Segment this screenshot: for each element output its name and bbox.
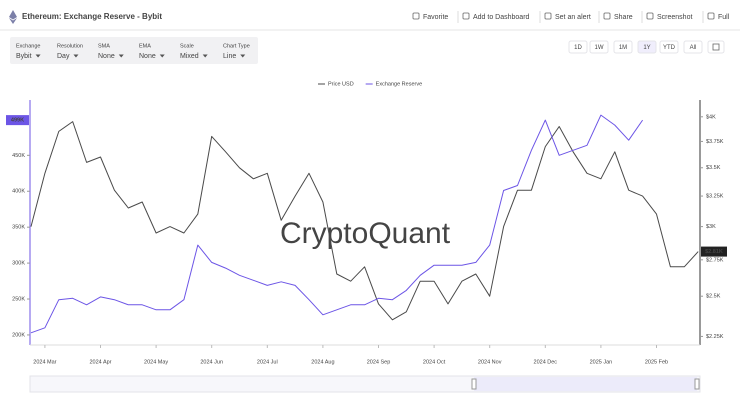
series-line [30, 121, 699, 321]
legend-label[interactable]: Exchange Reserve [376, 81, 422, 87]
x-tick-label: 2024 Mar [33, 359, 56, 365]
control-label: Chart Type [223, 43, 250, 49]
x-tick-label: 2024 Sep [367, 359, 391, 365]
toolbar-button[interactable]: Add to Dashboard [473, 14, 530, 21]
y2-tick-label: $3.25K [706, 194, 724, 200]
range-label[interactable]: 1Y [643, 45, 650, 51]
y2-tick-label: $4K [706, 114, 716, 120]
range-button[interactable] [659, 40, 679, 54]
range-label[interactable]: YTD [663, 45, 676, 51]
y-tick-label: 350K [12, 225, 25, 231]
page-title: Ethereum: Exchange Reserve - Bybit [22, 12, 162, 21]
y-tick-label: 450K [12, 153, 25, 159]
control-value[interactable]: Mixed [180, 53, 199, 60]
toolbar-icon [544, 12, 552, 20]
navigator-handle[interactable] [694, 378, 700, 390]
x-tick-label: 2024 Aug [311, 359, 334, 365]
range-button[interactable] [568, 40, 588, 54]
eth-icon [9, 10, 17, 24]
x-tick-label: 2025 Jan [590, 359, 613, 365]
dropdown-arrow [202, 54, 208, 58]
watermark: CryptoQuant [280, 217, 451, 250]
x-tick-label: 2024 Oct [423, 359, 446, 365]
range-label[interactable]: All [690, 45, 697, 51]
dropdown-arrow [159, 54, 165, 58]
y2-tick-label: $2.5K [706, 294, 721, 300]
control-label: Scale [180, 43, 194, 49]
end-value-label: $2.81K [705, 249, 723, 255]
x-tick-label: 2024 Nov [478, 359, 502, 365]
control-value[interactable]: None [139, 53, 156, 60]
toolbar-button[interactable]: Share [614, 14, 633, 21]
end-value-label: 499K [11, 118, 24, 124]
legend-label[interactable]: Price USD [328, 81, 354, 87]
toolbar-button[interactable]: Set an alert [555, 14, 591, 21]
y2-tick-label: $3.75K [706, 139, 724, 145]
toolbar-icon [707, 12, 715, 20]
control-value[interactable]: None [98, 53, 115, 60]
navigator-handle[interactable] [471, 378, 477, 390]
toolbar-icon [646, 12, 654, 20]
range-label[interactable]: 1D [574, 45, 582, 51]
control-value[interactable]: Bybit [16, 53, 32, 60]
y-tick-label: 400K [12, 189, 25, 195]
control-label: EMA [139, 43, 151, 49]
range-label[interactable]: 1M [619, 45, 627, 51]
x-tick-label: 2024 Dec [534, 359, 558, 365]
calendar-button[interactable] [707, 40, 725, 54]
toolbar-button[interactable]: Screenshot [657, 14, 692, 21]
x-tick-label: 2024 Jun [200, 359, 223, 365]
range-label[interactable]: 1W [595, 45, 604, 51]
y2-tick-label: $2.75K [706, 257, 724, 263]
toolbar-button[interactable]: Full [718, 14, 730, 21]
range-button[interactable] [589, 40, 609, 54]
y2-tick-label: $3.5K [706, 165, 721, 171]
y-tick-label: 200K [12, 332, 25, 338]
y-tick-label: 300K [12, 261, 25, 267]
toolbar-icon [603, 12, 611, 20]
dropdown-arrow [73, 54, 79, 58]
y-tick-label: 250K [12, 296, 25, 302]
x-tick-label: 2025 Feb [645, 359, 668, 365]
controls-panel [10, 37, 258, 64]
range-button[interactable] [683, 40, 703, 54]
dropdown-arrow [118, 54, 124, 58]
range-button[interactable] [637, 40, 657, 54]
calendar-icon [712, 43, 720, 51]
toolbar-button[interactable]: Favorite [423, 14, 448, 21]
x-tick-label: 2024 Apr [89, 359, 111, 365]
control-label: Exchange [16, 43, 40, 49]
end-value-badge [6, 115, 29, 126]
navigator-window [474, 377, 697, 391]
control-label: Resolution [57, 43, 83, 49]
x-tick-label: 2024 May [144, 359, 168, 365]
toolbar-icon [412, 12, 420, 20]
y2-tick-label: $3K [706, 224, 716, 230]
dropdown-arrow [240, 54, 246, 58]
series-line [30, 114, 644, 334]
toolbar-icon [462, 12, 470, 20]
y2-tick-label: $2.25K [706, 334, 724, 340]
dropdown-arrow [35, 54, 41, 58]
control-label: SMA [98, 43, 110, 49]
range-button[interactable] [613, 40, 633, 54]
control-value[interactable]: Day [57, 53, 70, 60]
control-value[interactable]: Line [223, 53, 236, 60]
x-tick-label: 2024 Jul [257, 359, 278, 365]
end-value-badge [701, 246, 727, 257]
